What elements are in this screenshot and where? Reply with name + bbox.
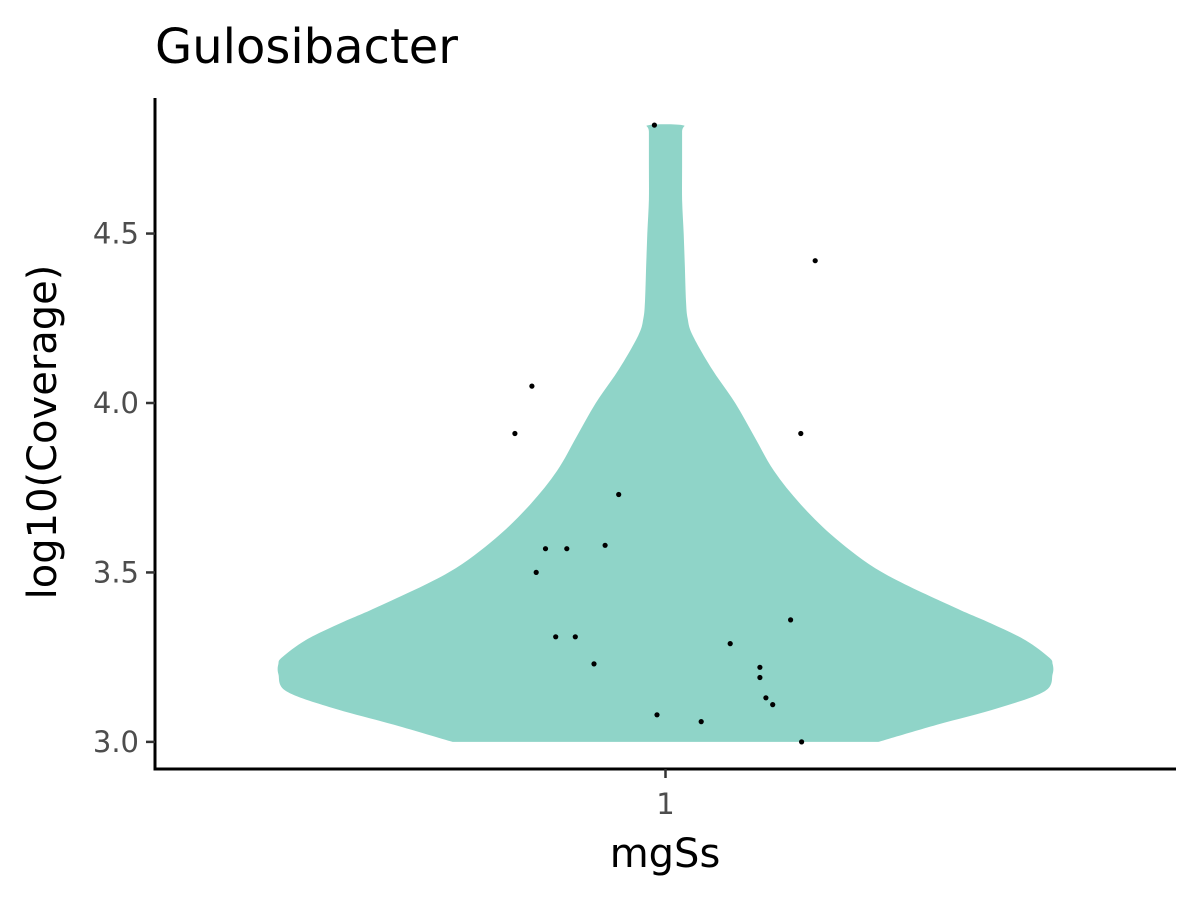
data-point [616, 491, 622, 498]
data-point [788, 617, 794, 623]
y-tick-label: 3.0 [93, 725, 139, 759]
data-point [757, 664, 763, 670]
data-point [542, 546, 549, 552]
data-point [572, 634, 578, 640]
x-tick-label: 1 [656, 787, 674, 821]
chart-title: Gulosibacter [155, 19, 458, 75]
data-point [591, 661, 597, 667]
data-point [529, 383, 535, 389]
data-point [533, 569, 539, 576]
y-tick-label: 4.0 [93, 386, 139, 420]
data-point [651, 122, 658, 128]
data-point [798, 430, 804, 437]
data-point [763, 695, 769, 701]
data-point [698, 719, 704, 725]
data-point [654, 712, 660, 718]
data-point [512, 430, 518, 437]
data-point [799, 739, 805, 745]
plot-area: 3.0 3.5 4.0 4.5 1 [93, 98, 1176, 821]
y-tick-label: 3.5 [93, 555, 139, 589]
data-point [812, 258, 818, 264]
y-tick-label: 4.5 [93, 217, 139, 251]
x-axis-label: mgSs [610, 831, 721, 877]
data-point [564, 546, 570, 552]
data-point [727, 641, 733, 647]
data-point [602, 542, 608, 548]
data-point [757, 674, 763, 681]
y-axis-label: log10(Coverage) [20, 265, 66, 600]
data-point [770, 702, 776, 708]
data-point [553, 634, 559, 640]
violin-body [277, 124, 1054, 742]
